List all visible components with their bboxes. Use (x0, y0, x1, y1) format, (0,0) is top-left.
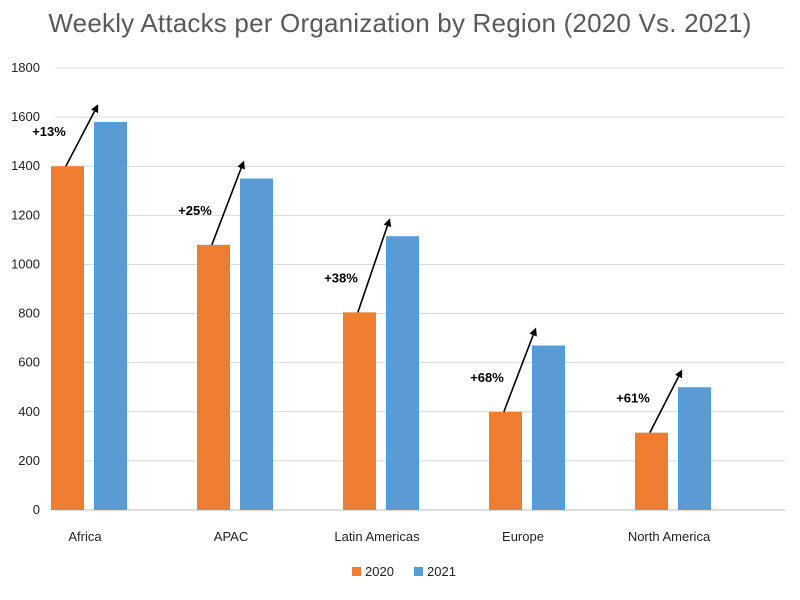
y-tick-label: 1400 (11, 158, 40, 173)
change-arrow (65, 104, 99, 167)
x-category-label: Europe (502, 529, 544, 544)
chart-title: Weekly Attacks per Organization by Regio… (48, 8, 752, 38)
bar-2020 (635, 432, 668, 510)
y-tick-label: 1800 (11, 60, 40, 75)
x-category-label: Africa (68, 529, 102, 544)
bar-2021 (386, 236, 419, 510)
bar-2020 (51, 166, 84, 510)
y-tick-label: 0 (33, 502, 40, 517)
x-category-label: APAC (214, 529, 248, 544)
bar-2021 (240, 178, 273, 510)
change-label: +13% (32, 124, 66, 139)
y-tick-label: 200 (18, 453, 40, 468)
bar-2021 (532, 345, 565, 510)
x-category-label: Latin Americas (334, 529, 420, 544)
legend-swatch-2021 (414, 567, 423, 576)
change-label: +68% (470, 370, 504, 385)
y-tick-label: 400 (18, 404, 40, 419)
y-tick-label: 1000 (11, 256, 40, 271)
change-label: +38% (324, 270, 358, 285)
y-tick-label: 1600 (11, 109, 40, 124)
bar-2020 (343, 312, 376, 510)
legend-label: 2020 (365, 564, 394, 579)
change-arrow (649, 369, 683, 434)
change-arrow (503, 327, 537, 413)
y-tick-label: 800 (18, 306, 40, 321)
change-label: +61% (616, 391, 650, 406)
legend-label: 2021 (427, 564, 456, 579)
bar-2020 (197, 244, 230, 511)
change-arrow (357, 218, 392, 313)
legend-swatch-2020 (352, 567, 361, 576)
bar-2021 (94, 122, 127, 511)
bar-2020 (489, 411, 522, 510)
change-arrow (211, 160, 245, 246)
change-label: +25% (178, 203, 212, 218)
y-tick-label: 1200 (11, 207, 40, 222)
bar-2021 (678, 387, 711, 510)
x-category-label: North America (628, 529, 711, 544)
y-tick-label: 600 (18, 355, 40, 370)
